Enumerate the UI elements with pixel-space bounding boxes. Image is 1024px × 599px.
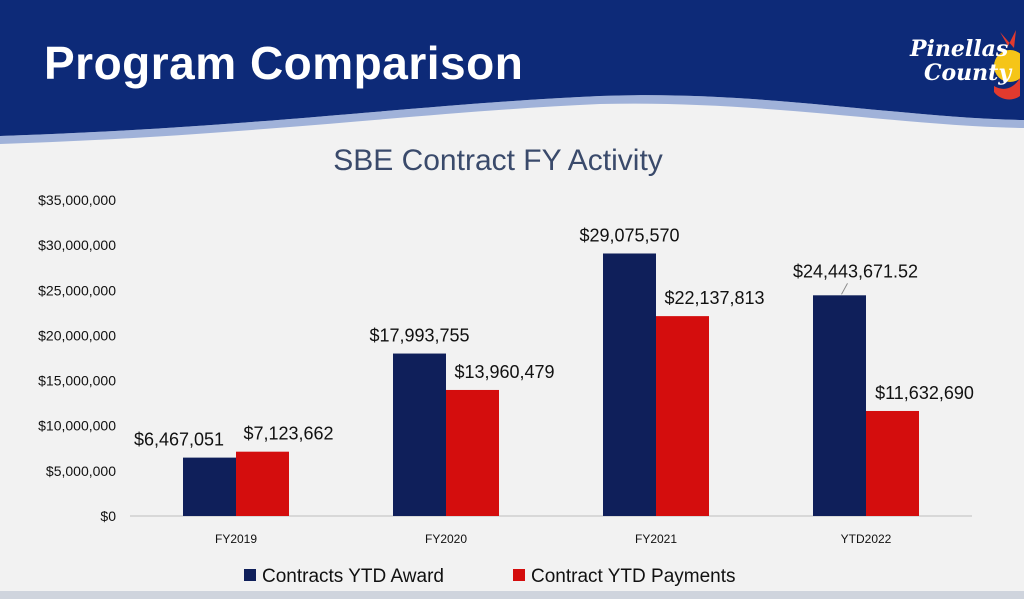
x-tick-label: FY2020	[425, 532, 467, 546]
data-label-payments-fy2021: $22,137,813	[664, 288, 764, 308]
bar-award-ytd2022	[813, 295, 866, 516]
sbe-activity-chart: SBE Contract FY Activity $0 $5,000,000 $10,…	[38, 144, 974, 587]
data-label-payments-fy2020: $13,960,479	[454, 362, 554, 382]
bar-award-fy2019	[183, 457, 236, 516]
x-tick-label: FY2021	[635, 532, 677, 546]
y-tick-label: $30,000,000	[38, 237, 116, 253]
bar-payments-fy2019	[236, 451, 289, 516]
data-label-award-fy2020: $17,993,755	[369, 326, 469, 346]
data-label-award-fy2019: $6,467,051	[134, 430, 224, 450]
bar-payments-fy2021	[656, 316, 709, 516]
logo-sun-icon	[994, 30, 1020, 100]
data-label-award-ytd2022: $24,443,671.52	[793, 261, 918, 281]
x-tick-label: YTD2022	[841, 532, 892, 546]
data-label-payments-ytd2022: $11,632,690	[875, 383, 974, 403]
header-banner	[0, 0, 1024, 144]
legend-label-payments: Contract YTD Payments	[531, 566, 736, 587]
x-tick-label: FY2019	[215, 532, 257, 546]
legend-swatch-award	[244, 569, 256, 581]
bar-award-fy2021	[603, 253, 656, 516]
y-tick-label: $35,000,000	[38, 192, 116, 208]
y-tick-label: $5,000,000	[46, 463, 116, 479]
legend-label-award: Contracts YTD Award	[262, 566, 444, 587]
bar-payments-ytd2022	[866, 410, 919, 516]
pinellas-county-logo: Pinellas County	[908, 26, 1020, 106]
y-tick-label: $15,000,000	[38, 373, 116, 389]
label-leader-line	[841, 283, 848, 295]
footer-bar	[0, 591, 1024, 599]
bar-award-fy2020	[393, 353, 446, 516]
slide-title: Program Comparison	[44, 37, 524, 89]
chart-title: SBE Contract FY Activity	[333, 144, 663, 177]
legend-swatch-payments	[513, 569, 525, 581]
y-tick-label: $25,000,000	[38, 282, 116, 298]
bar-payments-fy2020	[446, 389, 499, 516]
logo-word-pinellas: Pinellas	[910, 36, 1009, 62]
logo-word-county: County	[924, 60, 1012, 86]
y-tick-label: $20,000,000	[38, 327, 116, 343]
y-tick-label: $0	[100, 508, 116, 524]
y-tick-label: $10,000,000	[38, 418, 116, 434]
data-label-payments-fy2019: $7,123,662	[243, 424, 333, 444]
data-label-award-fy2021: $29,075,570	[579, 225, 679, 245]
